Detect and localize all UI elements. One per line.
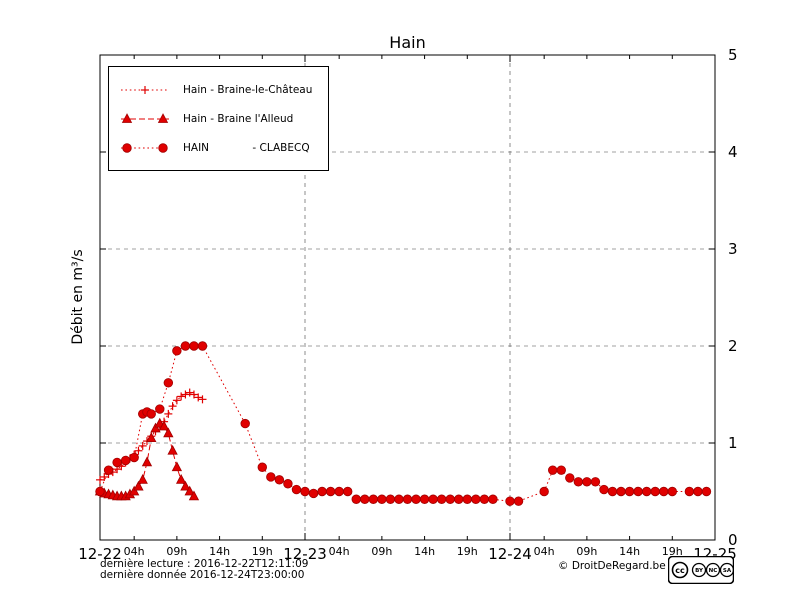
x-hour-tick-label: 14h	[619, 545, 640, 558]
cc-nc-text: NC	[709, 568, 718, 574]
x-hour-tick-label: 09h	[576, 545, 597, 558]
legend-entry: Hain - Braine l'Alleud	[119, 104, 312, 133]
y-tick-label: 3	[728, 240, 738, 258]
x-hour-tick-label: 19h	[662, 545, 683, 558]
y-tick-label: 5	[728, 46, 738, 64]
cc-icon	[671, 561, 689, 579]
y-tick-label: 2	[728, 337, 738, 355]
legend-label: Hain - Braine-le-Château	[183, 83, 313, 96]
last-reading-text: dernière lecture : 2016-12-22T12:11:09	[100, 558, 309, 570]
last-data-text: dernière donnée 2016-12-24T23:00:00	[100, 569, 305, 581]
cc-nc-icon	[705, 562, 721, 578]
y-tick-label: 1	[728, 434, 738, 452]
x-hour-tick-label: 14h	[209, 545, 230, 558]
legend-entry: Hain - Braine-le-Château	[119, 75, 312, 104]
y-axis-label: Débit en m³/s	[70, 249, 86, 345]
x-day-tick-label: 12-22	[78, 545, 122, 563]
cc-license-badge: cc BY NC SA	[668, 556, 734, 584]
cc-logo-text: cc	[675, 566, 685, 575]
triangle-marker-sample-icon	[121, 112, 169, 123]
x-hour-tick-label: 04h	[534, 545, 555, 558]
series-1	[94, 417, 200, 501]
x-hour-tick-label: 04h	[124, 545, 145, 558]
plot-border	[99, 54, 716, 541]
x-hour-tick-label: 09h	[371, 545, 392, 558]
legend-label: HAIN - CLABECQ	[183, 141, 310, 154]
x-day-tick-label: 12-24	[488, 545, 532, 563]
x-hour-tick-label: 04h	[329, 545, 350, 558]
circle-marker-sample-icon	[121, 142, 169, 153]
x-hour-tick-label: 19h	[457, 545, 478, 558]
x-day-tick-label: 12-23	[283, 545, 327, 563]
y-tick-label: 0	[728, 531, 738, 549]
x-hour-tick-label: 09h	[166, 545, 187, 558]
legend: Hain - Braine-le-Château Hain - Braine l'…	[108, 66, 330, 171]
cc-sa-icon	[719, 562, 734, 578]
copyright-text: © DroitDeRegard.be	[558, 560, 666, 572]
series-2	[95, 341, 712, 506]
plus-marker-sample-icon	[121, 85, 169, 94]
x-hour-tick-label: 19h	[252, 545, 273, 558]
legend-label: Hain - Braine l'Alleud	[183, 112, 294, 125]
cc-by-text: BY	[695, 568, 704, 574]
x-hour-tick-label: 14h	[414, 545, 435, 558]
gridlines	[100, 55, 715, 540]
y-tick-label: 4	[728, 143, 738, 161]
cc-sa-text: SA	[723, 568, 732, 574]
chart-title: Hain	[389, 33, 426, 52]
legend-entry: HAIN - CLABECQ	[119, 133, 312, 162]
cc-by-icon	[691, 562, 707, 578]
